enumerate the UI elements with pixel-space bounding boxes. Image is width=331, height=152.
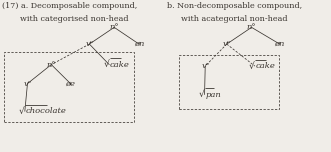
Text: cake: cake [256, 62, 275, 70]
Text: vᵒ: vᵒ [24, 80, 31, 88]
Text: vᵒ: vᵒ [223, 40, 231, 48]
Bar [4, 52, 134, 122]
Text: n°: n° [109, 23, 119, 31]
Bar [179, 55, 279, 109]
Text: vᵒ: vᵒ [85, 40, 93, 48]
Text: cake: cake [110, 61, 130, 69]
Text: with acategorial non-head: with acategorial non-head [181, 15, 288, 23]
Text: vᵒ: vᵒ [201, 62, 209, 70]
Text: (17) a. Decomposable compound,: (17) a. Decomposable compound, [2, 2, 137, 10]
Text: b. Non-decomposable compound,: b. Non-decomposable compound, [167, 2, 302, 10]
Text: √: √ [249, 62, 255, 71]
Text: √: √ [199, 90, 205, 99]
Text: √: √ [19, 107, 25, 116]
Text: chocolate: chocolate [25, 107, 66, 115]
Text: pan: pan [205, 91, 221, 98]
Text: øe: øe [66, 80, 75, 88]
Text: n°: n° [46, 61, 56, 69]
Text: with categorised non-head: with categorised non-head [20, 15, 128, 23]
Text: øn: øn [134, 40, 144, 48]
Text: n°: n° [247, 23, 257, 31]
Text: √: √ [104, 60, 109, 69]
Text: øn: øn [274, 40, 285, 48]
